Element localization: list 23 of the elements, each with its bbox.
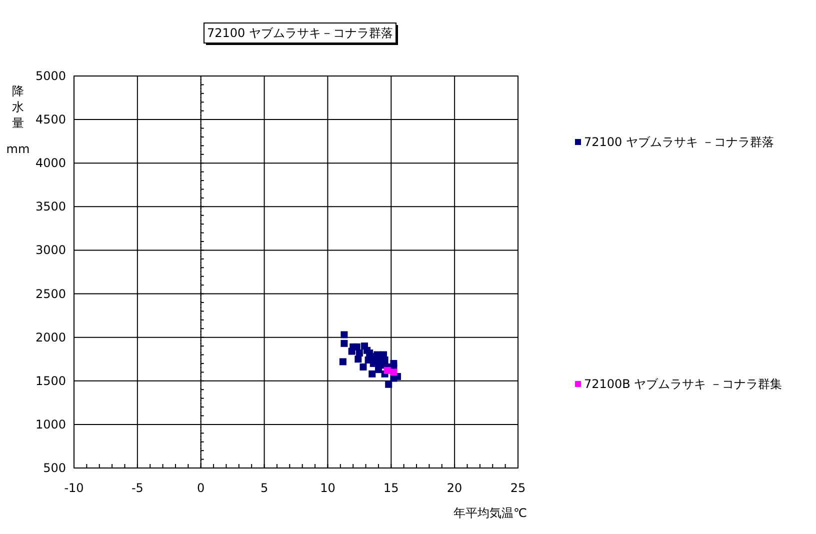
x-tick-label: 5 [260, 481, 268, 495]
y-tick-label: 1500 [35, 374, 66, 388]
x-tick-label: 20 [446, 481, 462, 495]
x-axis-title: 年平均気温℃ [454, 506, 527, 520]
y-tick-label: 4000 [35, 156, 66, 170]
x-tick-label: 15 [384, 481, 399, 495]
x-tick-label: -5 [131, 481, 144, 495]
x-tick-label: -10 [64, 481, 84, 495]
legend-label: 72100 ヤブムラサキ －コナラ群落 [584, 135, 774, 149]
y-tick-label: 2000 [35, 330, 66, 344]
y-tick-label: 3500 [35, 200, 66, 214]
y-tick-label: 5000 [35, 69, 66, 83]
x-tick-label: 0 [197, 481, 205, 495]
y-tick-label: 1000 [35, 417, 66, 432]
y-tick-label: 3000 [35, 243, 66, 258]
y-tick-label: 2500 [35, 286, 66, 301]
x-tick-label: 25 [510, 481, 526, 495]
x-tick-label: 10 [320, 481, 336, 495]
legend-label: 72100B ヤブムラサキ －コナラ群集 [584, 377, 782, 391]
y-tick-label: 4500 [35, 112, 66, 127]
chart-title: 72100 ヤブムラサキ－コナラ群落 [207, 26, 393, 40]
y-axis-title: 降水量 mm [6, 84, 30, 156]
y-tick-label: 500 [43, 461, 66, 475]
